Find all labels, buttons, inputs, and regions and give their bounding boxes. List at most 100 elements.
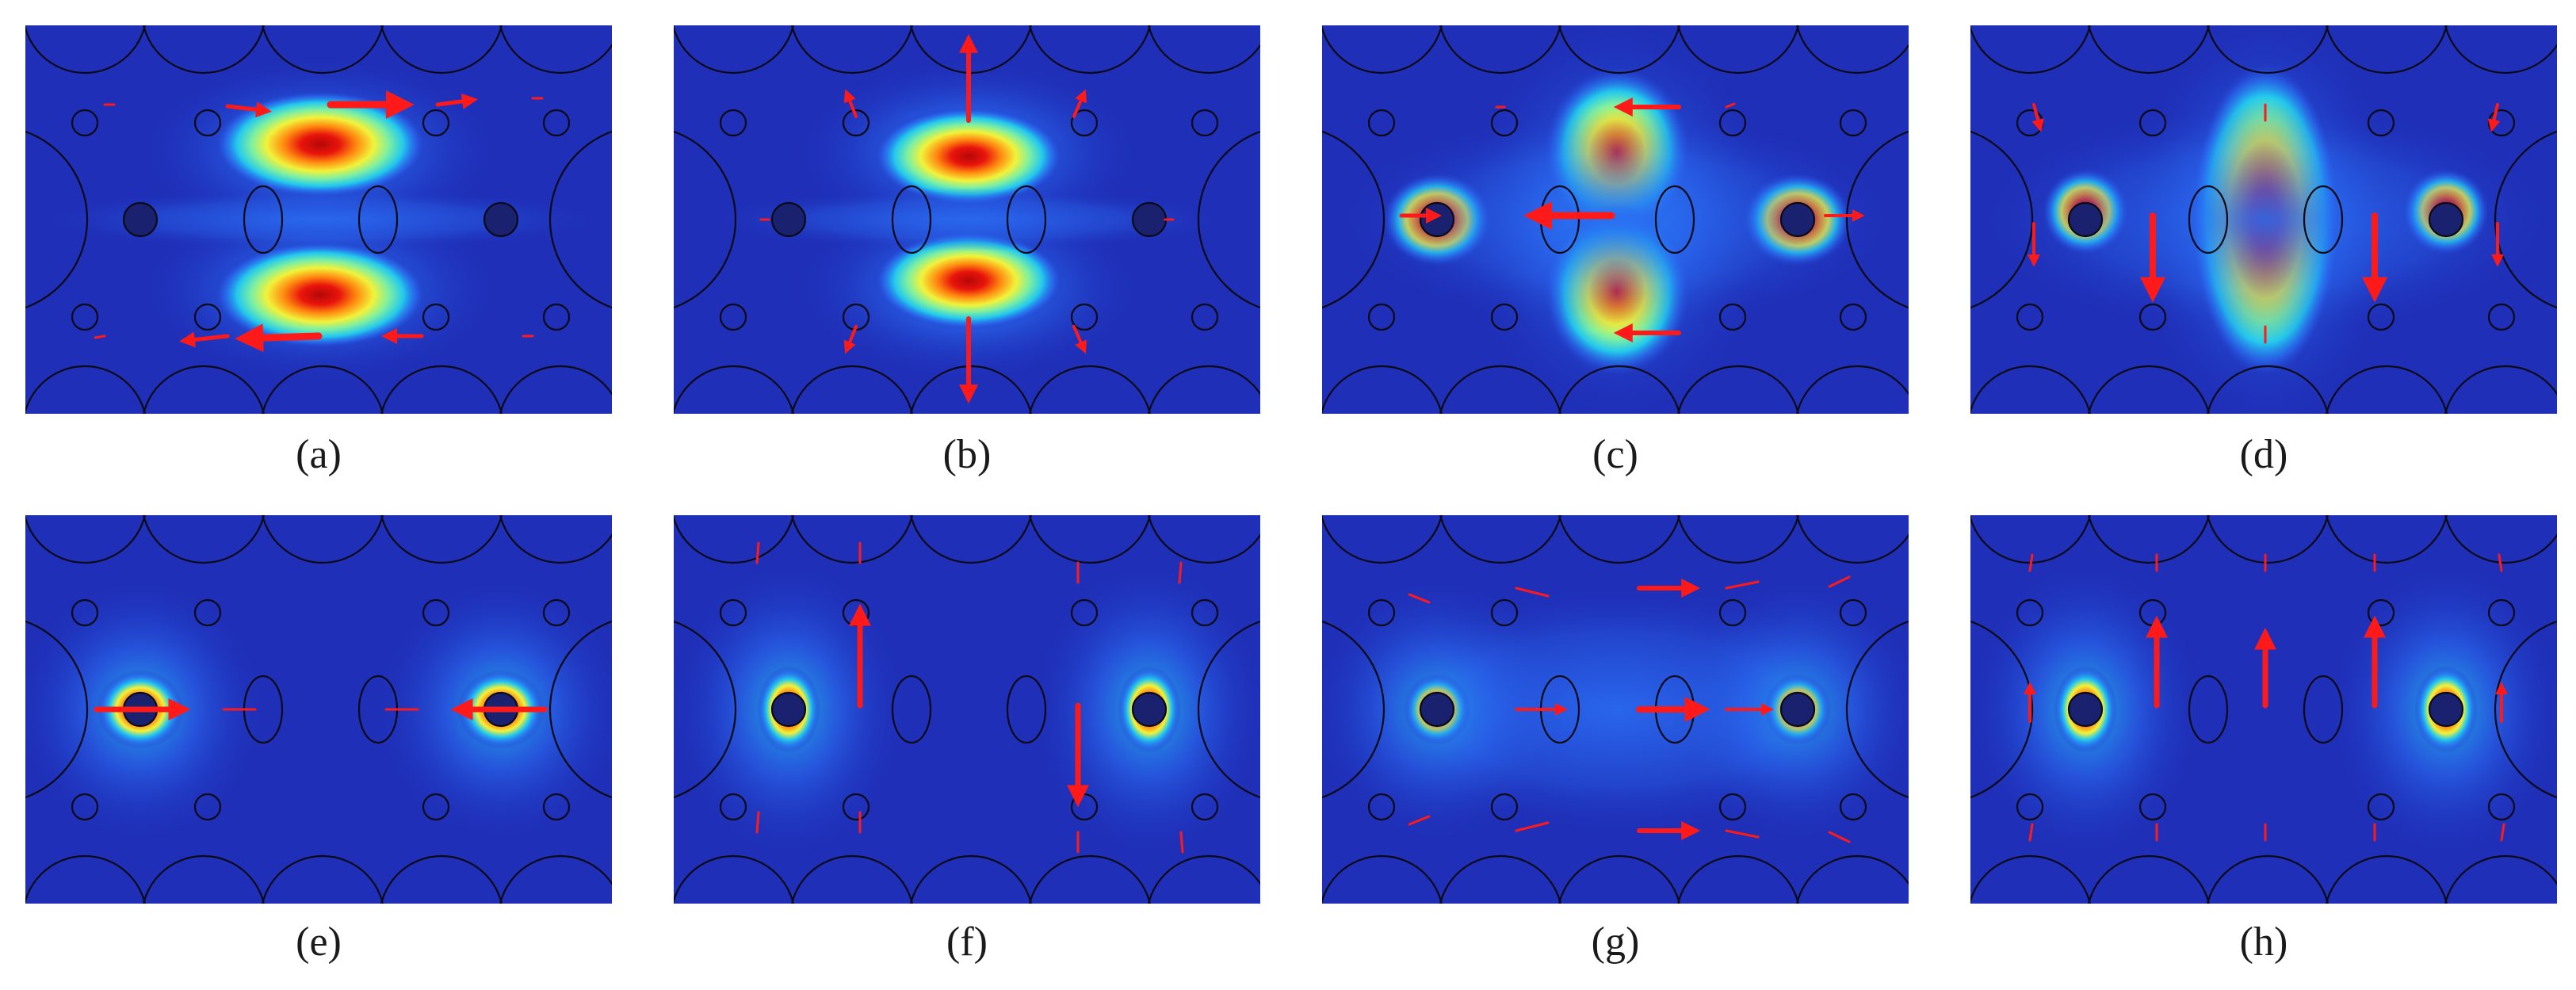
lattice-hole-top — [2087, 25, 2211, 75]
small-hole — [193, 793, 222, 821]
lattice-hole-bottom — [2325, 365, 2448, 414]
lattice-hole-left — [25, 620, 89, 799]
field-arrow-small — [1408, 593, 1431, 604]
lattice-hole-bottom — [142, 854, 266, 904]
lattice-hole-bottom — [1439, 854, 1562, 904]
panel-label: (d) — [2240, 432, 2288, 477]
elliptical-hole-right — [1006, 675, 1047, 744]
panel-d — [1970, 25, 2557, 414]
undefined — [35, 188, 606, 251]
lattice-hole-bottom — [25, 854, 147, 904]
field-arrow-small — [1725, 102, 1736, 109]
lattice-hole-top — [2087, 515, 2211, 564]
lattice-hole-bottom — [2087, 365, 2211, 414]
panel-e — [25, 515, 612, 904]
small-hole — [1367, 793, 1396, 821]
field-arrow-small — [1515, 587, 1550, 598]
lattice-hole-bottom — [1795, 854, 1909, 904]
lattice-hole-top — [2325, 515, 2448, 564]
small-hole — [2367, 303, 2395, 331]
lattice-hole-top — [1147, 515, 1260, 564]
small-hole — [1070, 303, 1099, 331]
lattice-hole-left — [1970, 130, 2034, 309]
small-hole — [1070, 598, 1099, 627]
lattice-hole-top — [909, 515, 1033, 564]
lattice-hole-left — [1322, 130, 1385, 309]
small-hole — [719, 109, 747, 137]
lattice-hole-bottom — [1795, 365, 1909, 414]
small-hole — [422, 303, 450, 331]
small-hole — [2016, 598, 2044, 627]
panel-f — [674, 515, 1260, 904]
lattice-hole-bottom — [261, 854, 384, 904]
panel-label: (g) — [1592, 919, 1640, 965]
defect-rod-left — [770, 201, 807, 238]
lattice-hole-bottom — [1322, 854, 1443, 904]
lattice-hole-top — [1322, 515, 1443, 564]
elliptical-hole-right — [1006, 185, 1047, 254]
lattice-hole-bottom — [1970, 365, 2092, 414]
field-intensity-map — [707, 57, 1230, 382]
field-arrow-small — [1408, 815, 1431, 826]
elliptical-hole-right — [357, 185, 399, 254]
elliptical-hole-right — [2303, 185, 2344, 254]
small-hole — [542, 109, 571, 137]
defect-rod-left — [122, 201, 159, 238]
defect-rod-right — [2428, 201, 2464, 238]
small-hole — [1490, 109, 1519, 137]
small-hole — [2367, 793, 2395, 821]
field-arrows — [1408, 575, 1851, 843]
lattice-hole-bottom — [1028, 365, 1152, 414]
lattice-hole-top — [1028, 25, 1152, 75]
lattice-hole-top — [1028, 515, 1152, 564]
lattice-hole-bottom — [1322, 365, 1443, 414]
crystal-geometry — [1970, 25, 2557, 414]
defect-rod-right — [1779, 691, 1816, 728]
lattice-hole-bottom — [1676, 365, 1800, 414]
field-arrow — [235, 323, 323, 353]
field-arrow — [843, 325, 858, 354]
small-hole — [2016, 303, 2044, 331]
panel-label: (e) — [296, 919, 342, 965]
lattice-hole-top — [2206, 25, 2329, 75]
lattice-hole-bottom — [261, 365, 384, 414]
field-arrow — [1072, 325, 1087, 354]
lattice-hole-top — [25, 25, 147, 75]
lattice-hole-bottom — [2444, 854, 2557, 904]
small-hole — [422, 793, 450, 821]
small-hole — [422, 598, 450, 627]
lattice-hole-top — [2444, 515, 2557, 564]
lattice-hole-top — [1676, 515, 1800, 564]
lattice-hole-bottom — [1557, 365, 1681, 414]
defect-rod-left — [2067, 691, 2104, 728]
field-arrow — [1072, 89, 1087, 118]
lattice-hole-bottom — [1970, 854, 2092, 904]
field-arrow-small — [2028, 823, 2034, 842]
lattice-hole-bottom — [1147, 854, 1260, 904]
defect-rod-left — [770, 691, 807, 728]
lattice-hole-bottom — [790, 365, 914, 414]
small-hole — [842, 109, 870, 137]
field-arrows — [2024, 553, 2508, 842]
field-intensity-map — [1972, 25, 2557, 414]
lattice-hole-top — [1557, 25, 1681, 75]
small-hole — [542, 793, 571, 821]
small-hole — [422, 109, 450, 137]
lattice-hole-top — [142, 25, 266, 75]
field-arrow-small — [1828, 831, 1851, 843]
small-hole — [193, 598, 222, 627]
field-arrows — [1399, 97, 1865, 342]
small-hole — [1070, 109, 1099, 137]
small-hole — [842, 793, 870, 821]
crystal-geometry — [1322, 515, 1909, 904]
small-hole — [2016, 793, 2044, 821]
defect-rod-right — [1131, 691, 1168, 728]
lattice-hole-left — [25, 130, 89, 309]
lattice-hole-bottom — [1557, 854, 1681, 904]
lattice-hole-top — [2444, 25, 2557, 75]
undefined — [1972, 101, 2557, 338]
defect-rod-left — [2067, 201, 2104, 238]
lattice-hole-top — [1795, 25, 1909, 75]
elliptical-hole-left — [891, 185, 932, 254]
